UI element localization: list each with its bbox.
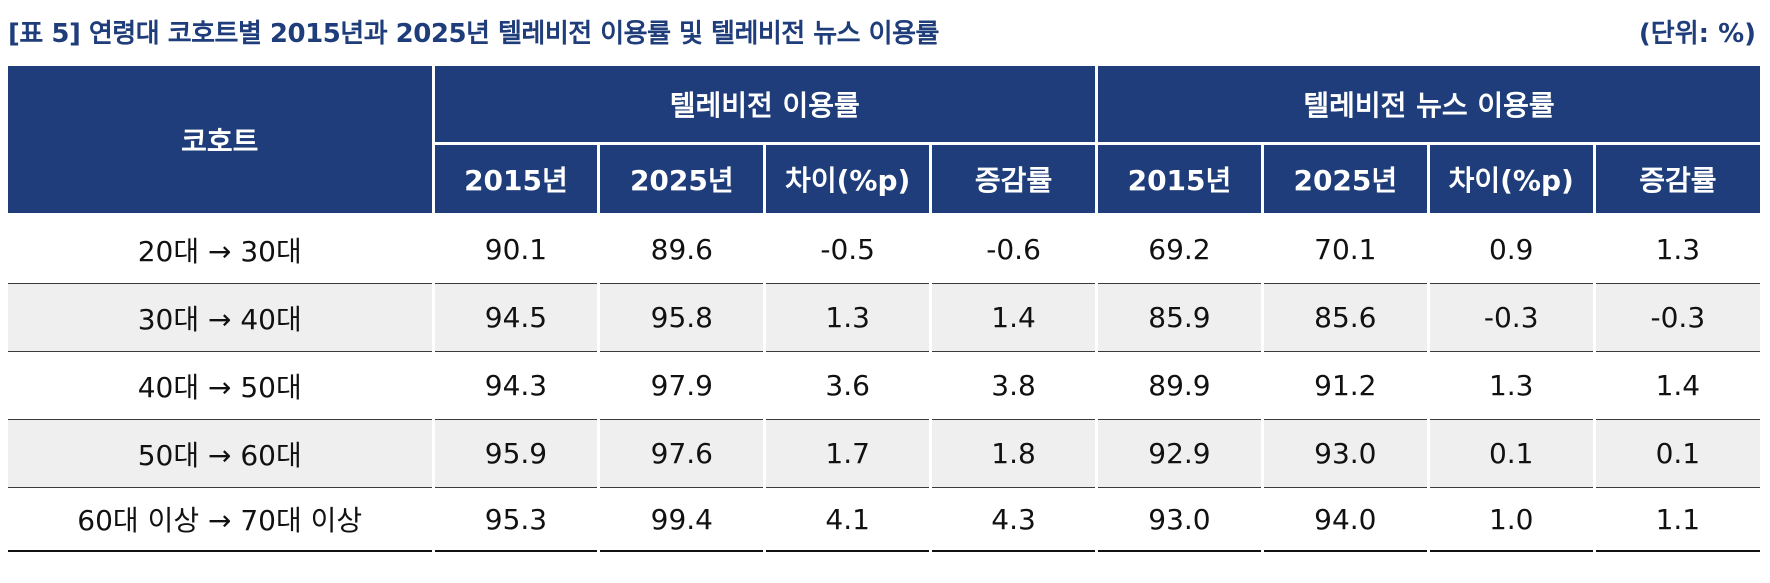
table-row: 30대 → 40대 94.5 95.8 1.3 1.4 85.9 85.6 -0… xyxy=(8,283,1761,352)
value-cell: 89.6 xyxy=(598,214,767,284)
table-row: 50대 → 60대 95.9 97.6 1.7 1.8 92.9 93.0 0.… xyxy=(8,419,1761,488)
value-cell: 94.3 xyxy=(433,351,601,420)
value-cell: 1.3 xyxy=(764,283,933,352)
value-cell: 95.3 xyxy=(433,487,601,552)
data-table: 코호트 텔레비전 이용률 텔레비전 뉴스 이용률 2015년 2025년 차이(… xyxy=(8,66,1761,552)
value-cell: -0.6 xyxy=(930,214,1099,284)
subheader-news-2015: 2015년 xyxy=(1095,142,1264,216)
value-cell: 69.2 xyxy=(1096,214,1264,284)
subheader-news-rate: 증감률 xyxy=(1592,142,1761,216)
header-tv-usage: 텔레비전 이용률 xyxy=(431,66,1099,145)
value-cell: -0.5 xyxy=(764,214,933,284)
cohort-cell: 30대 → 40대 xyxy=(8,283,435,352)
table-title: [표 5] 연령대 코호트별 2015년과 2025년 텔레비전 이용률 및 텔… xyxy=(8,18,939,49)
header-tv-news-usage: 텔레비전 뉴스 이용률 xyxy=(1095,66,1761,145)
value-cell: 85.6 xyxy=(1262,283,1430,352)
subheader-tv-2025: 2025년 xyxy=(597,142,767,216)
value-cell: 93.0 xyxy=(1262,419,1430,488)
subheader-news-2025: 2025년 xyxy=(1260,142,1430,216)
value-cell: 1.0 xyxy=(1428,487,1596,552)
value-cell: 89.9 xyxy=(1096,351,1264,420)
value-cell: 99.4 xyxy=(598,487,767,552)
subheader-tv-rate: 증감률 xyxy=(929,142,1099,216)
value-cell: 85.9 xyxy=(1096,283,1264,352)
unit-label: (단위: %) xyxy=(1638,18,1756,49)
value-cell: 4.1 xyxy=(764,487,933,552)
cohort-cell: 20대 → 30대 xyxy=(8,214,435,284)
cohort-cell: 40대 → 50대 xyxy=(8,351,435,420)
value-cell: 92.9 xyxy=(1096,419,1264,488)
subheader-news-diff: 차이(%p) xyxy=(1426,142,1596,216)
header-cohort: 코호트 xyxy=(8,66,435,216)
table-row: 20대 → 30대 90.1 89.6 -0.5 -0.6 69.2 70.1 … xyxy=(8,214,1761,284)
subheader-tv-diff: 차이(%p) xyxy=(763,142,933,216)
value-cell: 1.1 xyxy=(1594,487,1761,552)
value-cell: 95.9 xyxy=(433,419,601,488)
cohort-cell: 50대 → 60대 xyxy=(8,419,435,488)
value-cell: 1.7 xyxy=(764,419,933,488)
value-cell: 94.5 xyxy=(433,283,601,352)
value-cell: 4.3 xyxy=(930,487,1099,552)
value-cell: 0.9 xyxy=(1428,214,1596,284)
value-cell: -0.3 xyxy=(1594,283,1761,352)
subheader-tv-2015: 2015년 xyxy=(433,142,601,216)
cohort-cell: 60대 이상 → 70대 이상 xyxy=(8,487,435,552)
value-cell: 3.8 xyxy=(930,351,1099,420)
value-cell: 97.6 xyxy=(598,419,767,488)
value-cell: 94.0 xyxy=(1262,487,1430,552)
value-cell: 93.0 xyxy=(1096,487,1264,552)
value-cell: 97.9 xyxy=(598,351,767,420)
value-cell: 1.4 xyxy=(1594,351,1761,420)
table-row: 40대 → 50대 94.3 97.9 3.6 3.8 89.9 91.2 1.… xyxy=(8,351,1761,420)
value-cell: 0.1 xyxy=(1594,419,1761,488)
title-bar: [표 5] 연령대 코호트별 2015년과 2025년 텔레비전 이용률 및 텔… xyxy=(8,14,1756,49)
value-cell: 0.1 xyxy=(1428,419,1596,488)
value-cell: 70.1 xyxy=(1262,214,1430,284)
value-cell: 91.2 xyxy=(1262,351,1430,420)
header-row-sub: 2015년 2025년 차이(%p) 증감률 2015년 2025년 차이(%p… xyxy=(8,142,1761,216)
value-cell: 90.1 xyxy=(433,214,601,284)
value-cell: 1.3 xyxy=(1594,214,1761,284)
table-row: 60대 이상 → 70대 이상 95.3 99.4 4.1 4.3 93.0 9… xyxy=(8,487,1761,552)
value-cell: -0.3 xyxy=(1428,283,1596,352)
value-cell: 1.4 xyxy=(930,283,1099,352)
value-cell: 95.8 xyxy=(598,283,767,352)
header-row-group: 코호트 텔레비전 이용률 텔레비전 뉴스 이용률 xyxy=(8,66,1761,216)
value-cell: 1.8 xyxy=(930,419,1099,488)
value-cell: 3.6 xyxy=(764,351,933,420)
value-cell: 1.3 xyxy=(1428,351,1596,420)
